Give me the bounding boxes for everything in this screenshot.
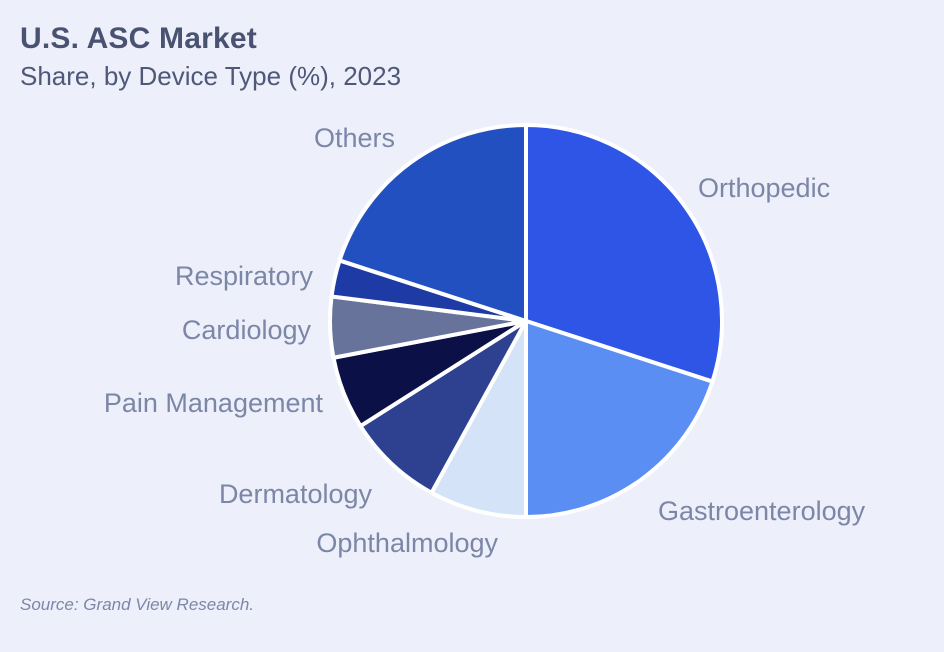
pie-label-gastroenterology: Gastroenterology: [658, 496, 866, 526]
pie-label-cardiology: Cardiology: [182, 315, 312, 345]
page-subtitle: Share, by Device Type (%), 2023: [20, 61, 402, 91]
pie-slice-gastroenterology: [524, 319, 715, 519]
pie-label-ophthalmology: Ophthalmology: [316, 528, 498, 558]
source-note: Source: Grand View Research.: [20, 595, 255, 614]
pie-label-others: Others: [314, 123, 395, 153]
pie-label-pain-management: Pain Management: [104, 388, 324, 418]
pie-label-orthopedic: Orthopedic: [698, 173, 830, 203]
pie-label-respiratory: Respiratory: [175, 261, 314, 291]
page-title: U.S. ASC Market: [20, 22, 257, 55]
pie-slice-orthopedic: [524, 123, 724, 384]
pie-slice-others: [337, 123, 528, 323]
pie-label-dermatology: Dermatology: [219, 479, 373, 509]
